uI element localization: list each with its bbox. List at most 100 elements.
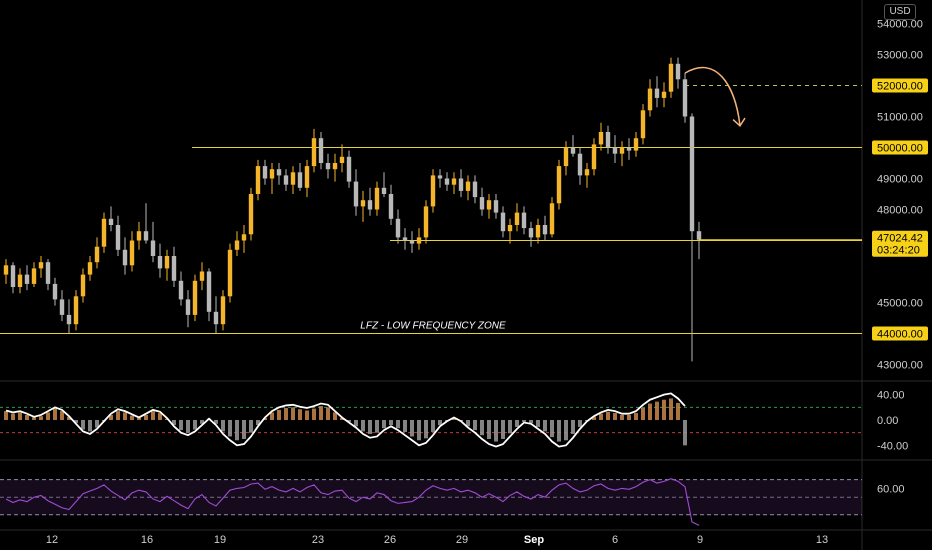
candle-body [213,311,219,325]
osc-bar [305,410,309,420]
candle-body [52,283,58,300]
osc-bar [137,418,141,420]
osc-tick-label: -40.00 [877,440,908,452]
osc-bar [130,415,134,420]
osc-bar [648,403,652,420]
candle-body [262,166,268,179]
currency-label[interactable]: USD [884,4,916,20]
candle-body [381,187,387,194]
candle [367,187,373,216]
candle [157,243,163,278]
price-axis[interactable]: 54000.00 53000.00 51000.00 49000.00 48000.00… [872,19,928,372]
time-tick-label: 29 [456,534,468,546]
candle [521,206,527,235]
candle [150,221,156,263]
level-badge [872,326,928,341]
candle-body [507,225,513,232]
candle [409,231,415,253]
candle-body [619,147,625,154]
candle [241,225,247,253]
osc-bar [683,420,687,446]
osc-bar [319,406,323,420]
osc-bar [11,413,15,420]
osc-bar [571,420,575,434]
price-tick-label: 51000.00 [877,112,923,124]
candle [640,104,646,145]
candle-body [633,138,639,151]
osc-bar [662,399,666,420]
osc-bar [494,420,498,442]
candle [675,57,681,89]
candle-body [297,172,303,188]
candle [437,169,443,188]
osc-bar [298,409,302,420]
candle [318,132,324,170]
candle [262,159,268,185]
candle [101,212,107,253]
candle [248,187,254,241]
price-panel[interactable]: LFZ - LOW FREQUENCY ZONE [0,57,862,362]
candle [94,237,100,269]
osc-bar [172,420,176,426]
candle-body [178,280,184,300]
candle-body [276,169,282,176]
osc-bar [627,414,631,420]
osc-bar [578,420,582,427]
candle [598,122,604,151]
candle [696,221,702,260]
candle [339,144,345,173]
osc-bar [312,408,316,420]
osc-line [5,392,686,448]
candle-body [45,262,51,284]
candle [220,290,226,331]
osc-bar [179,420,183,431]
price-tick-label: 53000.00 [877,50,923,62]
candle-body [682,79,688,117]
candle-body [122,249,128,266]
oscillator-panel[interactable]: 40.00 0.00 -40.00 [0,390,908,453]
candle [192,274,198,322]
rsi-panel[interactable]: 60.00 [0,478,905,526]
candle [325,153,331,179]
candle-body [101,218,107,247]
candle-body [528,228,534,238]
candle-body [598,132,604,145]
time-axis[interactable]: 12 16 19 23 26 29 Sep 6 9 13 [46,534,828,546]
osc-bar [186,420,190,433]
candle-body [318,138,324,163]
candle-body [563,147,569,167]
candle-body [206,271,212,312]
candle [612,135,618,163]
candle-body [17,274,23,287]
osc-bar [39,416,43,420]
candle-body [248,194,254,235]
candle [563,141,569,176]
candle [479,187,485,216]
candle [486,194,492,219]
osc-bar [221,420,225,432]
osc-bar [382,420,386,429]
candle-body [80,274,86,297]
candle-body [283,175,289,185]
candle-body [647,88,653,111]
level-badge-label: 52000.00 [877,81,923,93]
candle [255,159,261,201]
candle-body [486,200,492,210]
candle-body [59,299,65,315]
time-tick-label: 9 [697,534,703,546]
candle-body [367,200,373,210]
osc-bar [403,420,407,433]
osc-bar [228,420,232,437]
level-badge [872,78,928,93]
candle-body [591,144,597,170]
candle [297,163,303,191]
osc-bar [487,420,491,439]
price-tick-label: 43000.00 [877,360,923,372]
candle [444,172,450,191]
candle-body [479,197,485,210]
candle-body [150,240,156,256]
candle-body [584,169,590,176]
osc-bar [25,414,29,420]
candle [633,132,639,157]
